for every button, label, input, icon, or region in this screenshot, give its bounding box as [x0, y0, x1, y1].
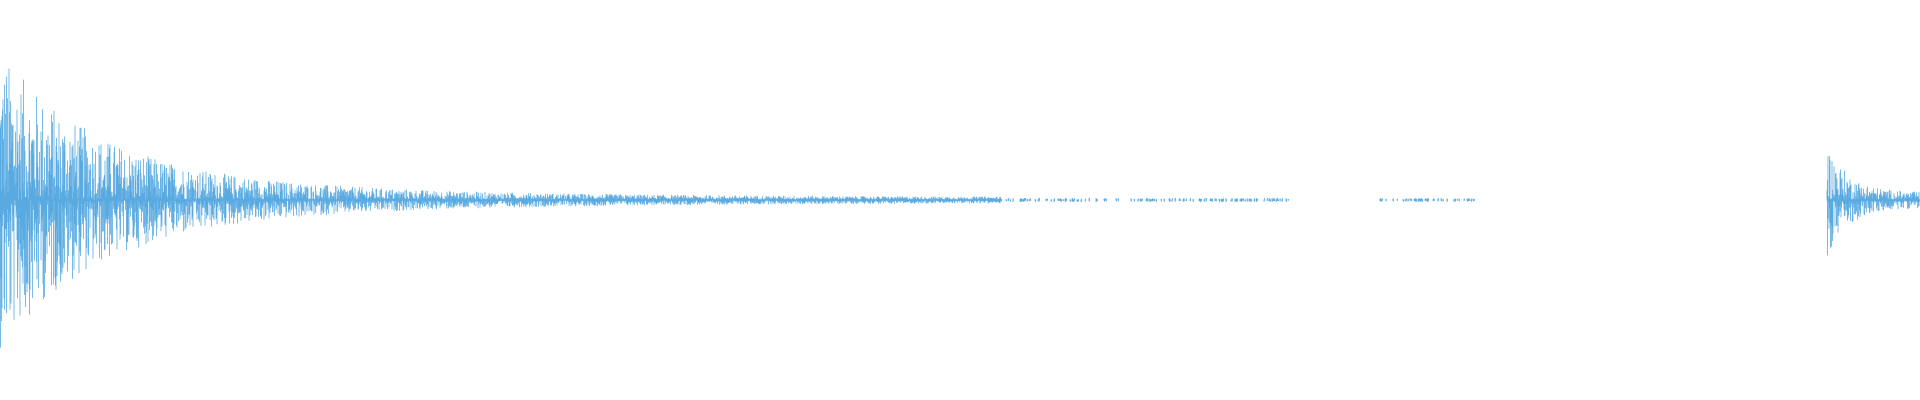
- waveform: [0, 68, 1920, 348]
